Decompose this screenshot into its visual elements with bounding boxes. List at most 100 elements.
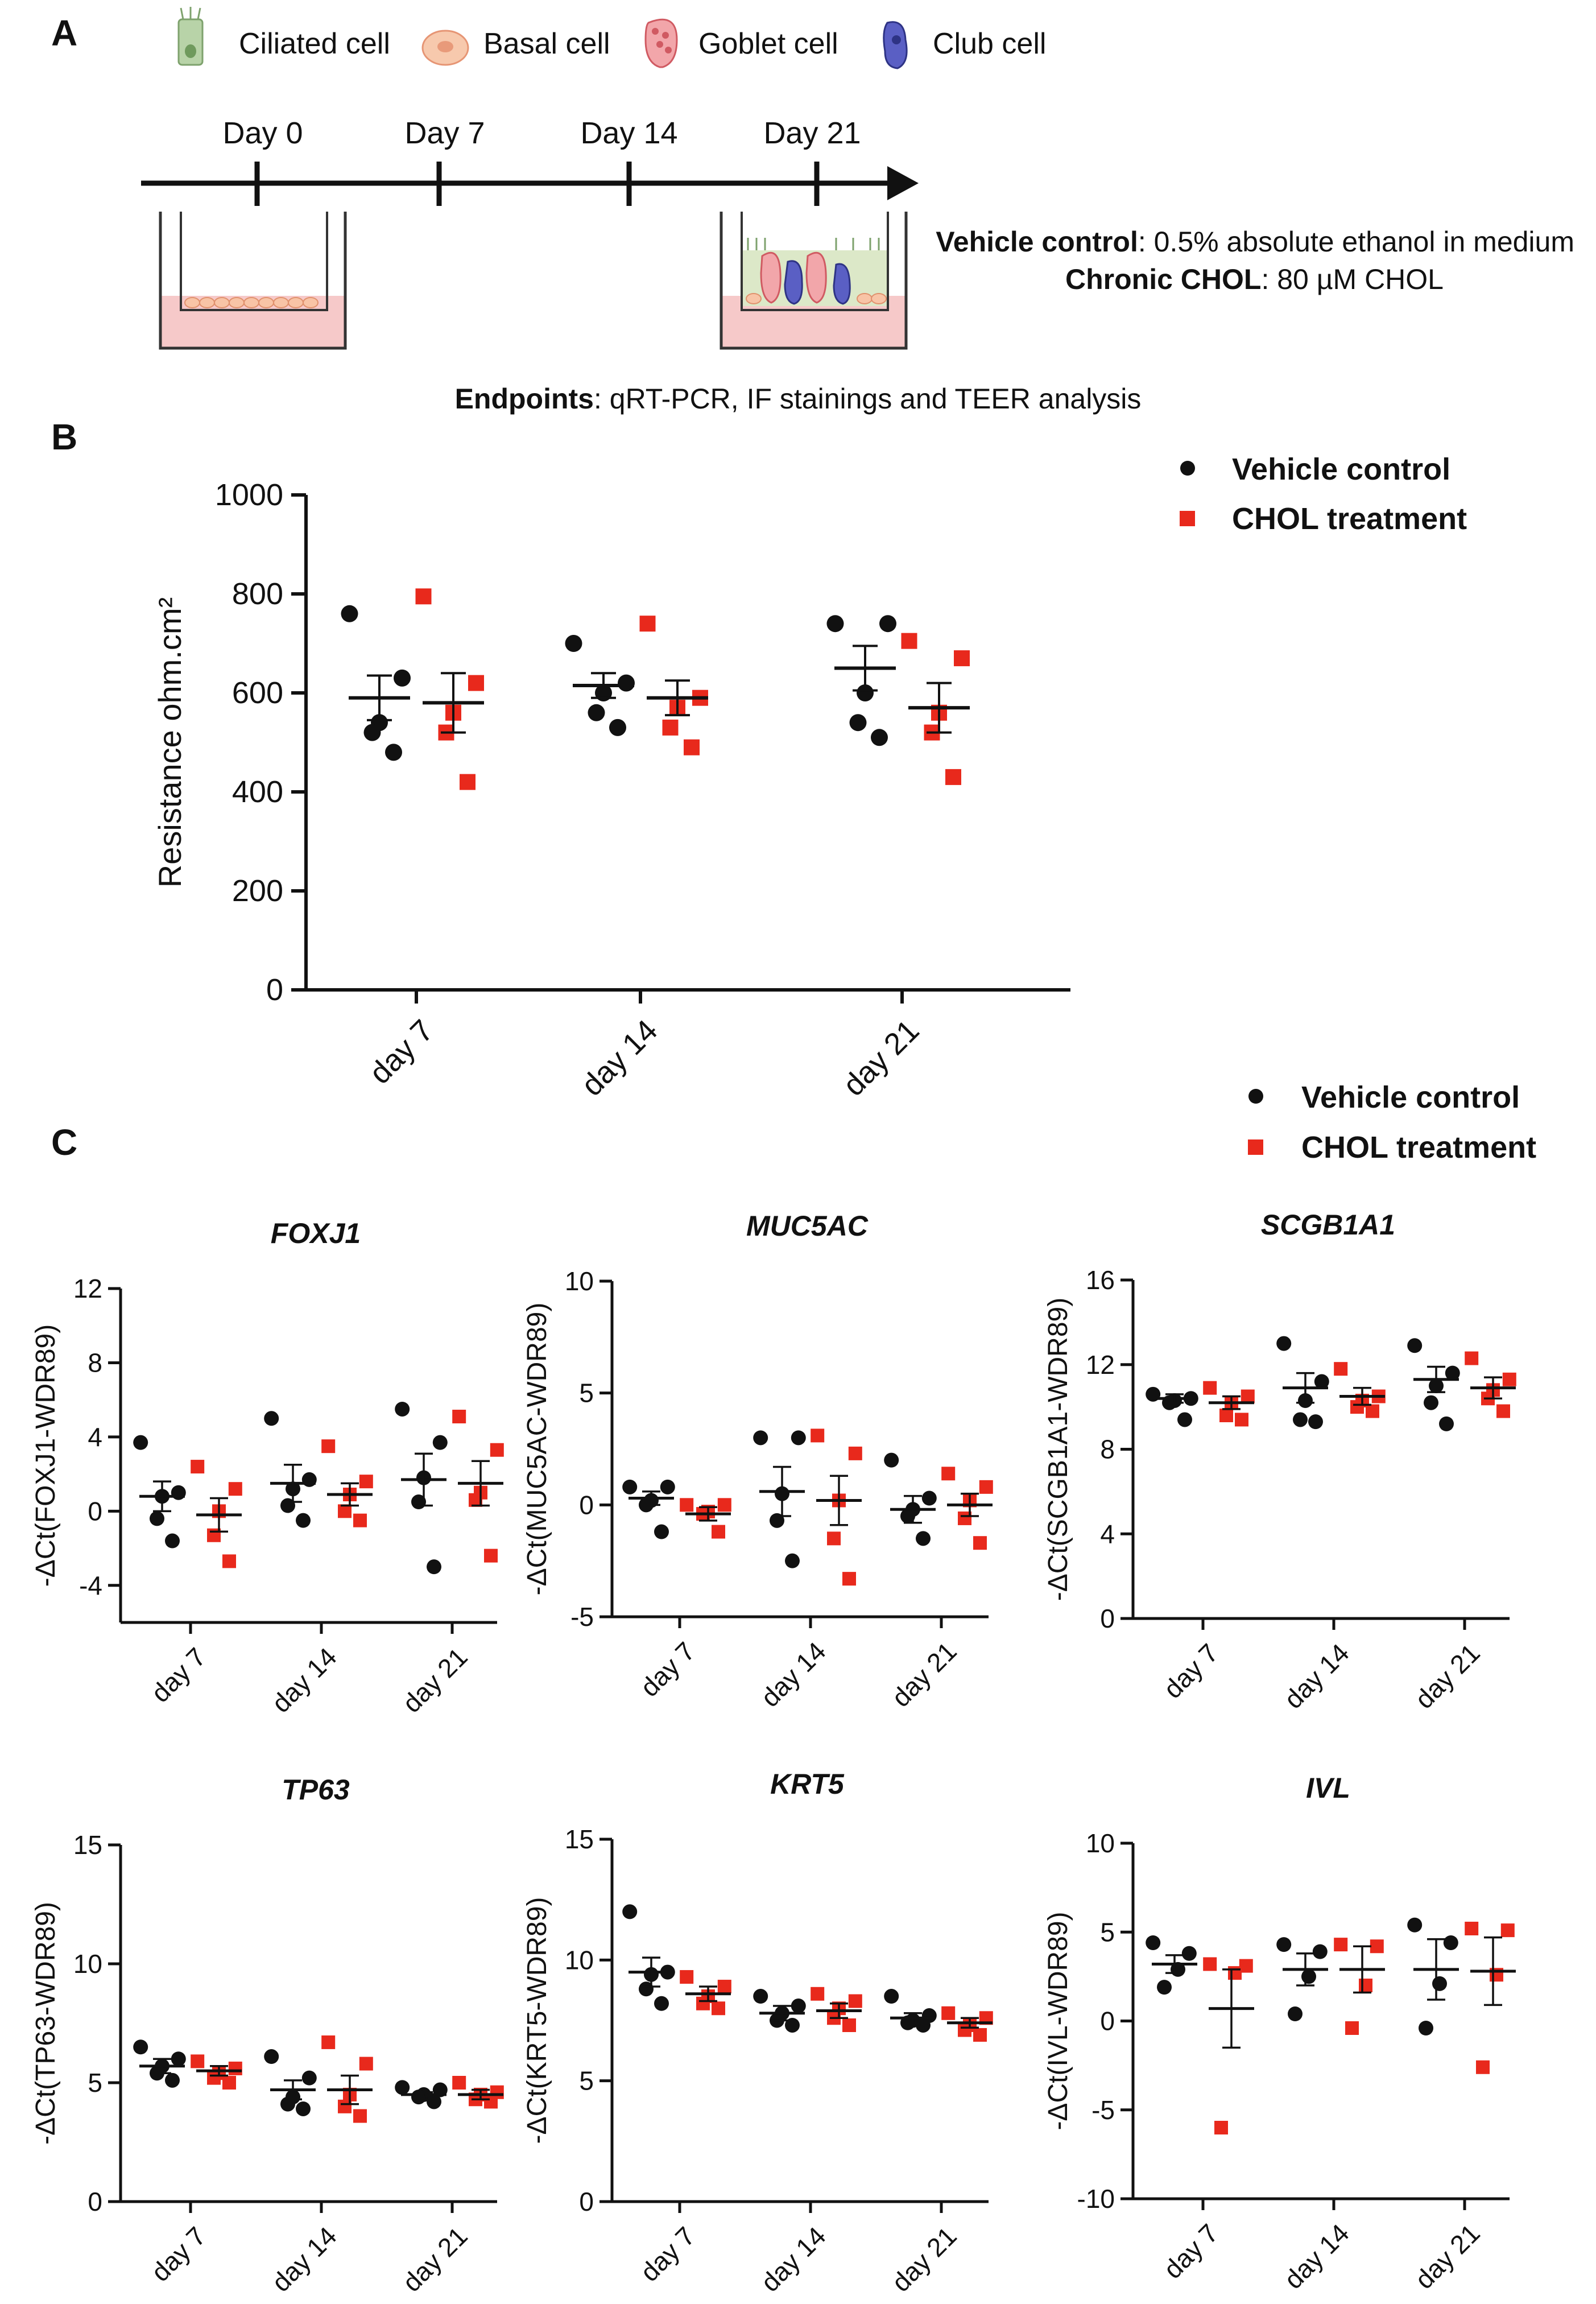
y-tick-label: 12 [1086, 1350, 1115, 1380]
chol-point [1219, 1409, 1233, 1422]
chol-point [484, 1549, 498, 1563]
vehicle-point [264, 2049, 279, 2064]
vehicle-point [753, 1430, 768, 1446]
vehicle-point [609, 719, 626, 736]
x-tick-label: day 14 [575, 1013, 664, 1103]
legend-b-vehicle-marker [1180, 461, 1195, 476]
y-tick-label: 800 [232, 577, 283, 611]
y-tick-label: 15 [565, 1824, 594, 1854]
chol-point [901, 633, 917, 649]
vehicle-point [588, 704, 605, 721]
y-tick-label: -5 [570, 1602, 594, 1632]
vehicle-point [884, 1989, 899, 2004]
chart-title: TP63 [282, 1774, 350, 1806]
x-tick-label: day 14 [266, 1642, 342, 1718]
legend-b-vehicle-label: Vehicle control [1232, 452, 1450, 486]
chol-point [484, 2095, 498, 2109]
chol-point [1334, 1938, 1348, 1952]
vehicle-point [622, 1479, 638, 1494]
vehicle-point [565, 635, 582, 652]
chart-foxj1: -4 0 4 8 12 day 7 day 14 day 21 -ΔCt(FOXJ1-WDR89… [31, 1217, 504, 1718]
x-tick-label: day 7 [363, 1013, 440, 1091]
y-tick-label: 5 [88, 2068, 102, 2097]
y-tick-label: 400 [232, 775, 283, 809]
legend-b-chol-marker [1180, 511, 1195, 526]
chol-point [452, 1410, 466, 1424]
panel-a: A Ciliated cell Basal cell Goblet cell [51, 7, 1574, 415]
chol-point [1235, 1413, 1248, 1427]
transwell-day0-illustration [159, 212, 347, 350]
vehicle-point [1181, 1946, 1197, 1961]
chol-point [973, 1536, 987, 1550]
vehicle-point [1288, 2006, 1303, 2021]
vehicle-point [150, 1511, 164, 1526]
y-tick-label: 4 [88, 1422, 102, 1452]
chol-point [415, 588, 432, 605]
y-tick-label: -4 [79, 1571, 102, 1600]
chol-point [460, 774, 476, 790]
vehicle-point [622, 1904, 638, 1919]
chol-point [452, 2076, 466, 2090]
vehicle-point [171, 1485, 186, 1500]
vehicle-point [301, 2070, 317, 2086]
vehicle-point [1146, 1935, 1161, 1950]
chol-point [945, 769, 961, 785]
chol-point [1345, 2021, 1359, 2035]
y-tick-label: 0 [88, 1496, 102, 1526]
y-axis-label: -ΔCt(SCGB1A1-WDR89) [1043, 1298, 1073, 1601]
vehicle-point [618, 674, 635, 692]
panel-a-letter: A [51, 13, 77, 53]
y-axis-label: -ΔCt(FOXJ1-WDR89) [31, 1324, 61, 1587]
vehicle-point [1293, 1412, 1308, 1427]
y-tick-label: 5 [579, 1378, 594, 1408]
chol-point [1465, 1351, 1479, 1365]
goblet-cell-icon [644, 18, 678, 68]
vehicle-point [654, 1996, 669, 2011]
vehicle-point [1407, 1338, 1423, 1353]
basal-cell-icon [421, 30, 469, 66]
basal-cell-label: Basal cell [483, 27, 610, 60]
chol-point [712, 1525, 725, 1539]
y-tick-label: 10 [73, 1949, 102, 1979]
chol-point [1359, 1979, 1372, 1992]
vehicle-point [1157, 1980, 1172, 1995]
panel-c: C Vehicle control CHOL treatment -4 0 4 8 12… [31, 1080, 1536, 2297]
chart-title: SCGB1A1 [1261, 1209, 1395, 1241]
chol-point [353, 2109, 367, 2123]
chol-point [827, 1531, 841, 1546]
y-tick-label: 200 [232, 874, 283, 908]
y-tick-label: 0 [266, 973, 283, 1007]
y-tick-label: 5 [1100, 1917, 1115, 1947]
vehicle-point [916, 2017, 931, 2033]
x-tick-label: day 7 [634, 2221, 700, 2287]
vehicle-point [1432, 1976, 1447, 1991]
vehicle-point [785, 1553, 800, 1568]
y-tick-label: 8 [88, 1348, 102, 1377]
x-tick-label: day 21 [396, 1642, 473, 1718]
goblet-cell-label: Goblet cell [698, 27, 838, 60]
timeline-day-21: Day 21 [763, 116, 861, 150]
chart-ivl: -10 -5 0 5 10 day 7 day 14 day 21 -ΔCt(IVL-WDR89… [1043, 1772, 1516, 2294]
x-tick-label: day 14 [266, 2221, 342, 2297]
x-tick-label: day 7 [634, 1636, 700, 1702]
chol-point [842, 1572, 856, 1586]
y-axis-label: -ΔCt(IVL-WDR89) [1043, 1911, 1073, 2130]
x-tick-label: day 14 [755, 2221, 831, 2297]
vehicle-point [1419, 2021, 1433, 2035]
y-tick-label: 5 [579, 2066, 594, 2096]
vehicle-point [900, 1509, 915, 1523]
vehicle-point [427, 2094, 441, 2109]
endpoints-name: Endpoints [455, 383, 594, 415]
y-tick-label: 10 [565, 1266, 594, 1296]
y-tick-label: -5 [1091, 2095, 1115, 2125]
vehicle-point [1276, 1937, 1292, 1952]
x-tick-label: day 21 [837, 1013, 926, 1103]
legend-c-chol-label: CHOL treatment [1301, 1130, 1536, 1165]
y-tick-label: 8 [1100, 1435, 1115, 1464]
chol-point [717, 1498, 731, 1512]
panel-c-letter: C [51, 1122, 77, 1163]
chol-point [1500, 1923, 1515, 1938]
y-tick-label: 12 [73, 1274, 102, 1303]
vehicle-point [921, 1490, 937, 1506]
chol-point [712, 2001, 725, 2016]
